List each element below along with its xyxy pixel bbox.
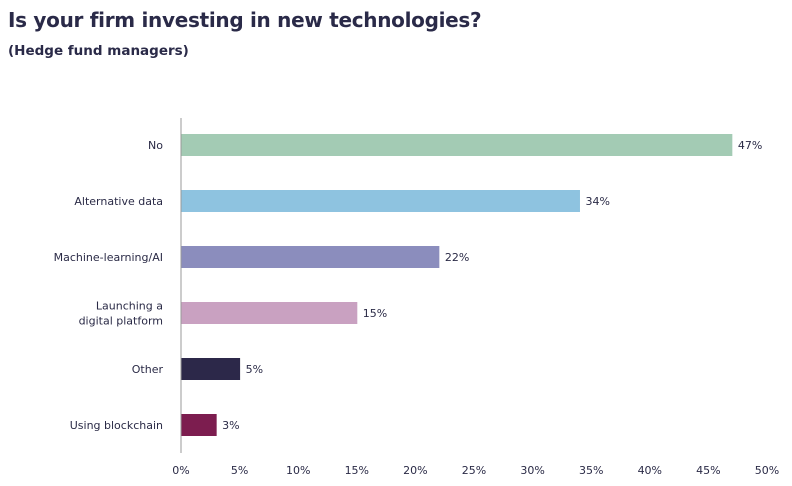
x-tick-label-1: 5% (231, 464, 248, 477)
data-label-1: 34% (585, 195, 609, 208)
bar-3 (181, 302, 358, 324)
category-label-2: Machine-learning/AI (54, 251, 163, 264)
bar-1 (181, 190, 580, 212)
x-tick-label-2: 10% (286, 464, 310, 477)
x-tick-label-9: 45% (696, 464, 720, 477)
data-label-5: 3% (222, 419, 239, 432)
data-label-3: 15% (363, 307, 387, 320)
bar-0 (181, 134, 733, 156)
data-label-0: 47% (738, 139, 762, 152)
chart-title: Is your firm investing in new technologi… (8, 8, 482, 32)
category-label-4: Other (132, 363, 164, 376)
x-tick-label-6: 30% (520, 464, 544, 477)
chart-subtitle: (Hedge fund managers) (8, 43, 189, 59)
category-label-1: Alternative data (74, 195, 163, 208)
category-label-3: digital platform (79, 315, 163, 328)
category-label-0: No (148, 139, 163, 152)
category-label-3: Launching a (96, 300, 163, 313)
x-tick-label-10: 50% (755, 464, 779, 477)
data-label-4: 5% (246, 363, 263, 376)
bar-4 (181, 358, 241, 380)
x-tick-label-8: 40% (638, 464, 662, 477)
category-label-5: Using blockchain (70, 419, 163, 432)
bar-2 (181, 246, 440, 268)
bar-5 (181, 414, 217, 436)
x-tick-label-7: 35% (579, 464, 603, 477)
data-label-2: 22% (445, 251, 469, 264)
x-tick-label-4: 20% (403, 464, 427, 477)
x-tick-label-0: 0% (172, 464, 189, 477)
x-tick-label-5: 25% (462, 464, 486, 477)
x-tick-label-3: 15% (345, 464, 369, 477)
